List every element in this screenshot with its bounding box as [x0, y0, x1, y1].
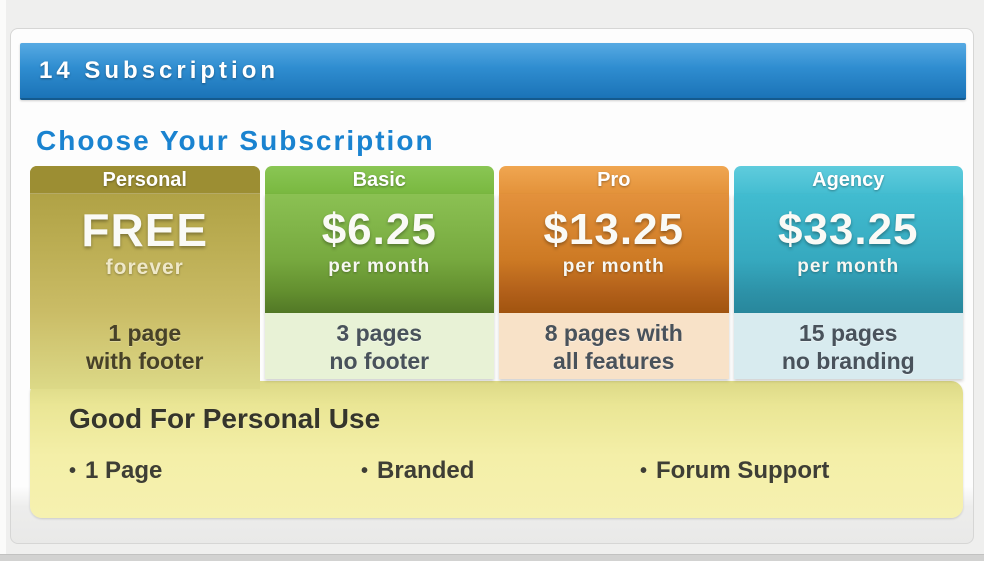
plan-description-line2: no branding	[781, 348, 915, 374]
plan-card-pro[interactable]: Pro $13.25 per month 8 pages with all fe…	[499, 166, 729, 379]
feature-item: • Forum Support	[640, 457, 829, 485]
plan-card-basic[interactable]: Basic $6.25 per month 3 pages no footer	[264, 166, 494, 379]
plan-description-line1: 1 page	[108, 320, 182, 346]
feature-item: • Branded	[361, 457, 474, 485]
plan-description: 1 page with footer	[30, 313, 260, 379]
plan-name: Personal	[30, 166, 260, 194]
selected-plan-details-panel: Good For Personal Use • 1 Page • Branded •…	[30, 381, 963, 518]
plan-name: Agency	[733, 166, 963, 194]
widget-title: 14 Subscription	[39, 57, 280, 84]
page-bottom-edge	[0, 554, 984, 561]
plan-card-personal[interactable]: Personal FREE forever 1 page with footer	[30, 166, 260, 389]
widget-title-bar: 14 Subscription	[20, 43, 966, 100]
plan-description-line1: 15 pages	[799, 320, 898, 346]
plan-name: Pro	[499, 166, 729, 194]
plan-description-line2: all features	[553, 348, 675, 374]
subscription-widget-card: 14 Subscription Choose Your Subscription…	[10, 28, 974, 544]
plan-price-box: FREE forever	[30, 194, 260, 313]
plan-price: $6.25	[321, 205, 437, 254]
plan-card-agency[interactable]: Agency $33.25 per month 15 pages no bran…	[733, 166, 963, 379]
plan-description-line1: 8 pages with	[544, 320, 683, 346]
details-panel-title: Good For Personal Use	[69, 403, 381, 434]
feature-item: • 1 Page	[69, 457, 162, 485]
plan-price: FREE	[81, 204, 209, 256]
feature-label: Branded	[377, 457, 475, 484]
feature-label: 1 Page	[85, 457, 163, 484]
plan-price-box: $13.25 per month	[499, 194, 729, 313]
page-left-edge	[0, 0, 6, 561]
plan-period: per month	[562, 256, 665, 277]
plan-price: $13.25	[543, 205, 685, 254]
plan-name: Basic	[264, 166, 494, 194]
plan-description: 15 pages no branding	[733, 313, 963, 379]
bullet-icon: •	[69, 460, 77, 482]
plan-period: per month	[797, 256, 900, 277]
plan-price-box: $33.25 per month	[733, 194, 963, 313]
plan-description: 8 pages with all features	[499, 313, 729, 379]
plan-period: forever	[105, 256, 184, 279]
plan-description-line2: no footer	[329, 348, 430, 374]
plan-description: 3 pages no footer	[264, 313, 494, 379]
plan-price-box: $6.25 per month	[264, 194, 494, 313]
section-title: Choose Your Subscription	[36, 125, 435, 156]
plan-period: per month	[328, 256, 431, 277]
bullet-icon: •	[640, 460, 648, 482]
plan-description-line2: with footer	[85, 348, 204, 374]
plans-row: Personal FREE forever 1 page with footer…	[30, 166, 963, 389]
plan-price: $33.25	[777, 205, 919, 254]
plan-description-line1: 3 pages	[336, 320, 423, 346]
bullet-icon: •	[361, 460, 369, 482]
feature-label: Forum Support	[656, 457, 830, 484]
